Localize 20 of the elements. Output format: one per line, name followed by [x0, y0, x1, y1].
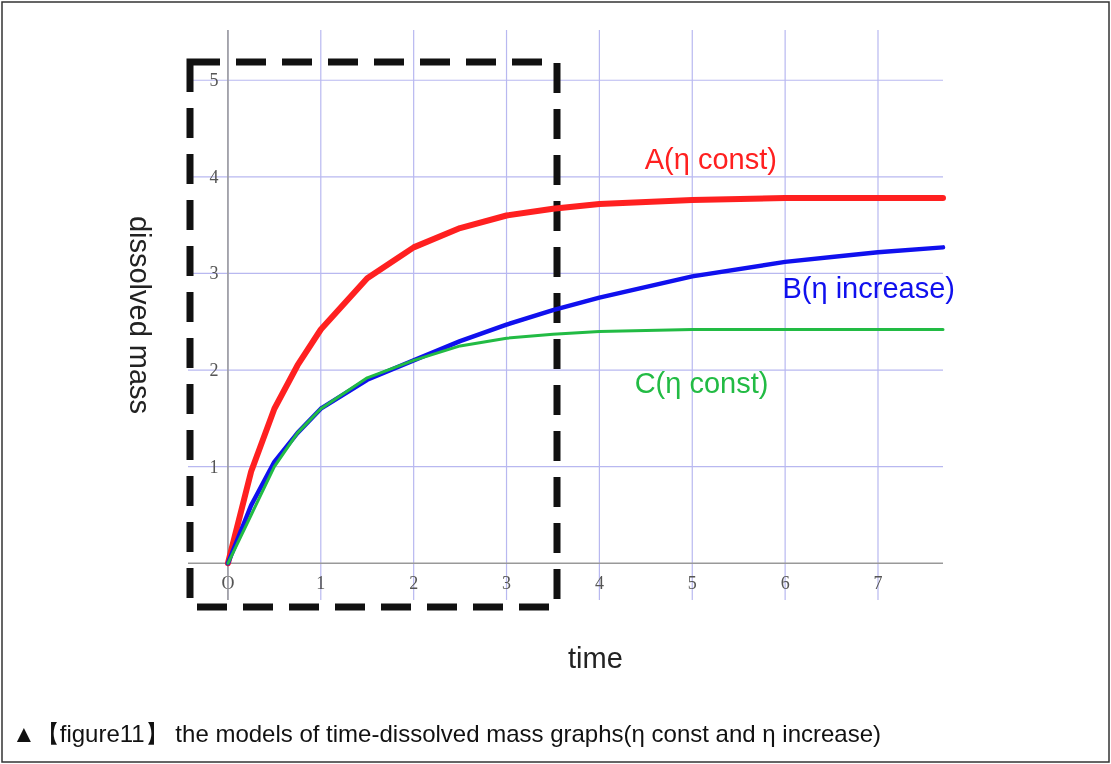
x-tick-label: 1	[316, 573, 326, 594]
line-series	[226, 327, 945, 565]
y-axis-title: dissolved mass	[124, 215, 156, 415]
series-label: A(η const)	[644, 143, 777, 176]
x-tick-label: 3	[502, 573, 512, 594]
y-tick-label: 2	[209, 360, 219, 381]
text: ▲【figure11】 the models of time-dissolved mass graphs(η const and η increase)	[12, 720, 882, 747]
x-axis-title: time	[568, 642, 623, 674]
x-tick-label: 6	[780, 573, 790, 594]
x-tick-label: O	[221, 573, 235, 594]
y-tick-label: 4	[209, 166, 219, 187]
y-tick-label: 1	[209, 456, 219, 477]
x-tick-label: 5	[687, 573, 697, 594]
y-tick-label: 5	[209, 70, 219, 91]
x-tick-label: 4	[594, 573, 604, 594]
y-tick-label: 3	[209, 263, 219, 284]
x-tick-label: 7	[873, 573, 883, 594]
series-label: B(η increase)	[782, 271, 955, 304]
series-label: C(η const)	[634, 366, 769, 399]
x-tick-label: 2	[409, 573, 419, 594]
